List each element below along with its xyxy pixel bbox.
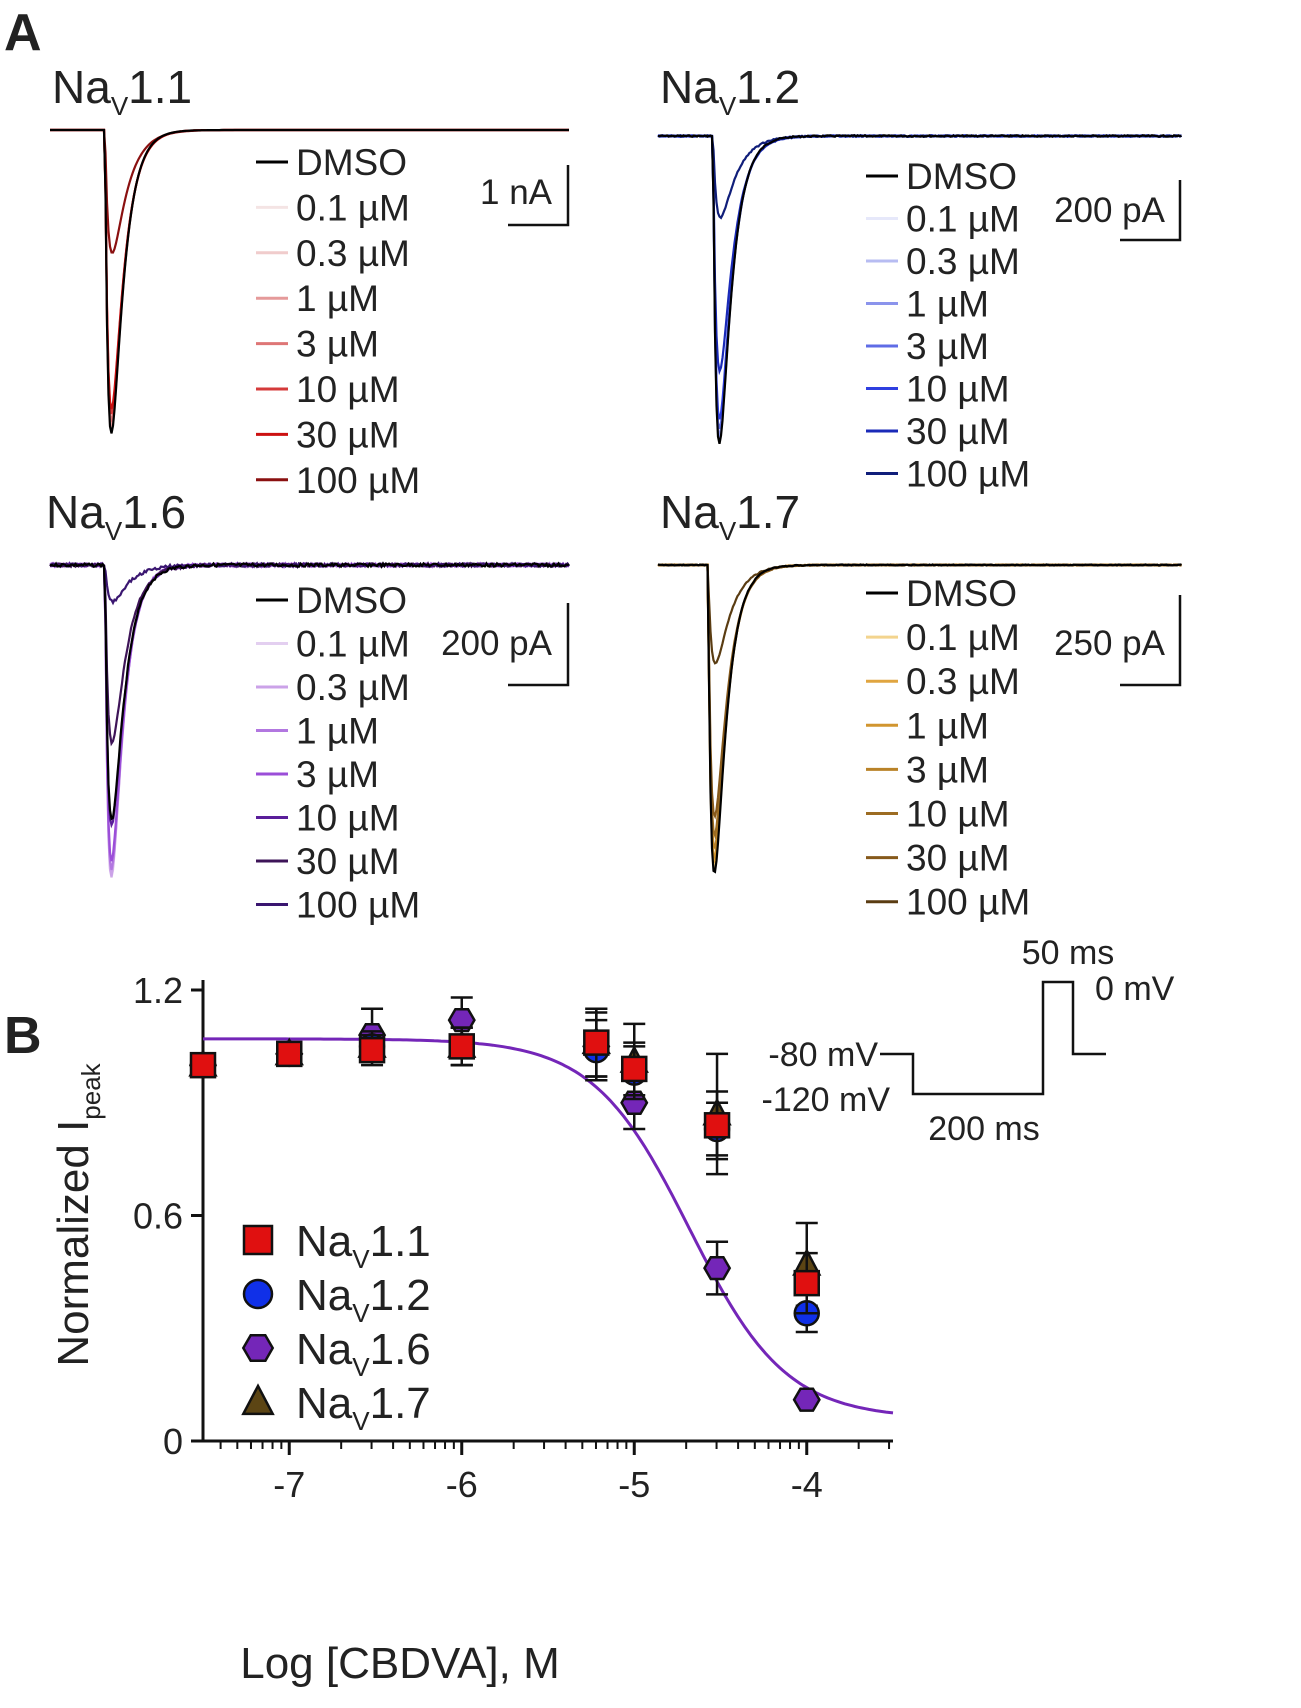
fit-curve-group xyxy=(203,1037,894,1415)
legend-marker xyxy=(242,1278,274,1310)
legend-label: 0.3 µM xyxy=(296,233,410,274)
current-trace xyxy=(657,563,1182,874)
data-point xyxy=(276,1040,303,1068)
legend-label: NaV1.2 xyxy=(296,1271,431,1328)
data-point xyxy=(583,1029,610,1056)
legend-label: 30 µM xyxy=(906,838,1010,879)
legend-label: 30 µM xyxy=(906,411,1010,452)
legend-label: 0.1 µM xyxy=(296,187,410,228)
data-point xyxy=(703,1255,732,1281)
legend-label: 10 µM xyxy=(906,369,1010,410)
current-trace xyxy=(50,128,569,434)
legend-label: 0.3 µM xyxy=(906,241,1020,282)
scale-bar-label: 200 pA xyxy=(441,624,553,663)
legend-marker xyxy=(241,1383,275,1416)
scale-bar xyxy=(1120,595,1182,687)
legend-label: 100 µM xyxy=(906,882,1030,923)
legend-label: 100 µM xyxy=(296,885,420,926)
legend-label: DMSO xyxy=(296,142,407,183)
legend-label: 1 µM xyxy=(296,278,379,319)
legend-label: 0.3 µM xyxy=(906,661,1020,702)
x-tick-label: -6 xyxy=(446,1464,478,1505)
current-trace xyxy=(657,133,1182,445)
data-point xyxy=(621,1055,648,1083)
series-square xyxy=(189,1007,820,1315)
legend-label: 3 µM xyxy=(296,754,379,795)
legend-label: 1 µM xyxy=(906,284,989,325)
x-tick-label: -4 xyxy=(791,1464,823,1505)
legend-label: NaV1.6 xyxy=(296,1325,431,1382)
scale-bar-label: 200 pA xyxy=(1054,191,1166,230)
data-point xyxy=(447,1007,476,1033)
scale-bar xyxy=(508,603,570,687)
legend-label: 100 µM xyxy=(906,454,1030,495)
legend-label: 10 µM xyxy=(296,798,400,839)
subpanel-title: NaV1.7 xyxy=(660,486,800,546)
legend-label: 30 µM xyxy=(296,841,400,882)
voltage-protocol: -80 mV -120 mV 200 ms 50 ms 0 mV xyxy=(762,934,1175,1148)
protocol-prepulse-label: -120 mV xyxy=(762,1081,891,1119)
subpanel-title: NaV1.6 xyxy=(46,486,186,546)
panel-b-chart: 0 0.6 1.2 -7 -6 -5 -4 Log [CBDVA], M Normalize… xyxy=(49,970,894,1688)
data-point xyxy=(358,1036,386,1064)
y-tick-label: 1.2 xyxy=(133,970,183,1011)
panel-a-label: A xyxy=(4,4,42,62)
scale-bar xyxy=(1120,180,1182,242)
data-point xyxy=(793,1269,820,1297)
legend-label: 100 µM xyxy=(296,460,420,501)
protocol-test-label: 0 mV xyxy=(1095,970,1175,1008)
x-tick-label: -7 xyxy=(273,1464,305,1505)
data-point xyxy=(189,1051,217,1079)
legend-label: NaV1.7 xyxy=(296,1379,431,1436)
x-axis-label: Log [CBDVA], M xyxy=(240,1639,560,1688)
legend-label: DMSO xyxy=(906,156,1017,197)
data-point xyxy=(703,1112,731,1139)
subpanel-title: NaV1.2 xyxy=(660,61,800,121)
y-tick-label: 0.6 xyxy=(133,1196,183,1237)
protocol-hold-label: -80 mV xyxy=(768,1036,878,1074)
legend-label: 0.1 µM xyxy=(906,199,1020,240)
data-point xyxy=(792,1387,821,1412)
legend-label: 0.1 µM xyxy=(906,617,1020,658)
panel-b-label: B xyxy=(4,1007,42,1065)
legend-label: 3 µM xyxy=(296,324,379,365)
current-trace xyxy=(49,561,570,821)
legend-label: 0.1 µM xyxy=(296,624,410,665)
legend-label: 3 µM xyxy=(906,749,989,790)
legend-label: NaV1.1 xyxy=(296,1217,431,1274)
scale-bar-label: 250 pA xyxy=(1054,624,1166,663)
legend-label: DMSO xyxy=(296,580,407,621)
legend-marker xyxy=(242,1224,274,1256)
subpanel-title: NaV1.1 xyxy=(52,61,192,121)
scale-bar xyxy=(508,165,570,227)
y-tick-label: 0 xyxy=(163,1421,183,1462)
legend-label: 3 µM xyxy=(906,326,989,367)
protocol-prepulse-duration: 200 ms xyxy=(928,1110,1040,1148)
legend-label: 1 µM xyxy=(296,711,379,752)
y-axis-label: Normalized Ipeak xyxy=(49,1062,106,1366)
scale-bar-label: 1 nA xyxy=(480,173,553,212)
x-tick-label: -5 xyxy=(618,1464,650,1505)
protocol-trace xyxy=(880,980,1106,1096)
legend-label: 30 µM xyxy=(296,414,400,455)
legend-label: 0.3 µM xyxy=(296,667,410,708)
data-point xyxy=(448,1033,475,1060)
legend-label: 10 µM xyxy=(296,369,400,410)
fit-curve xyxy=(203,1037,894,1415)
data-points xyxy=(188,996,822,1412)
data-point xyxy=(620,1090,649,1115)
legend-label: DMSO xyxy=(906,573,1017,614)
legend-label: 10 µM xyxy=(906,794,1010,835)
legend-label: 1 µM xyxy=(906,705,989,746)
legend-marker xyxy=(241,1334,275,1362)
protocol-test-duration: 50 ms xyxy=(1022,934,1115,972)
